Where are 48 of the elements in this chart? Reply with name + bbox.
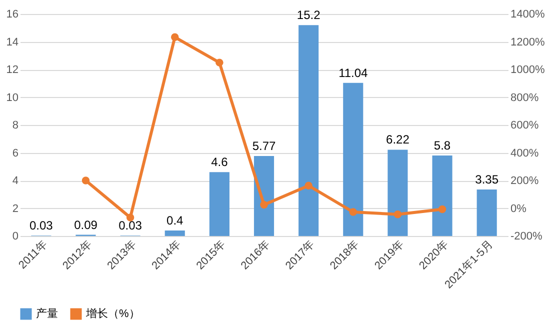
data-label: 4.6 [211,155,228,170]
y2-tick-label: 400% [510,147,539,160]
point [394,210,402,218]
point [170,33,179,42]
y-tick-label: 14 [6,36,18,48]
y-tick-label: 2 [12,202,18,215]
y2-tick-label: -200% [510,230,543,242]
data-label: 15.2 [296,8,321,22]
y2-tick-label: 200% [510,175,539,187]
data-label: 6.22 [386,132,410,147]
data-label: 11.04 [338,66,368,80]
point [126,214,134,222]
legend-label: 产量 [36,307,58,320]
bar [298,25,319,236]
y2-tick-label: 800% [510,92,539,104]
y-tick-label: 10 [6,92,18,104]
bar [164,230,185,236]
y2-tick-label: 600% [510,120,539,132]
data-label: 0.4 [166,213,184,228]
point [349,208,358,216]
point [216,58,224,66]
point [82,176,90,184]
point [260,200,268,209]
point [438,205,446,214]
y-tick-label: 0 [12,230,18,242]
bar [388,150,408,236]
data-label: 5.8 [434,138,451,153]
bar [209,172,230,236]
y-tick-label: 16 [6,8,18,20]
y2-tick-label: 1400% [510,8,545,20]
y-tick-label: 12 [6,64,18,76]
data-label: 0.03 [118,218,142,233]
y2-tick-label: 1200% [510,36,545,48]
point [304,182,312,190]
bar [343,82,364,236]
y2-tick-label: 1000% [510,64,545,76]
y-tick-label: 6 [12,147,18,160]
y-tick-label: 4 [12,175,18,187]
bar [254,156,274,236]
y2-tick-label: 0% [510,202,527,215]
data-label: 3.35 [475,172,499,187]
bar [432,156,452,236]
y-tick-label: 8 [12,120,18,132]
legend-label: 增长（%） [85,307,140,320]
bar [476,190,497,236]
data-label: 0.09 [74,218,98,232]
data-label: 0.03 [29,218,54,233]
data-label: 5.77 [252,138,276,153]
